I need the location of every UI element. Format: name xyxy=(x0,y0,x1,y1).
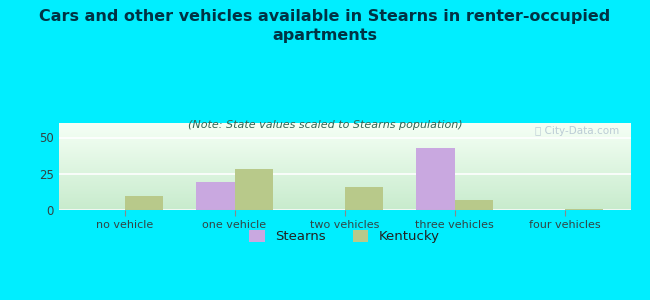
Bar xyxy=(58,192,630,193)
Bar xyxy=(58,143,630,144)
Bar xyxy=(58,157,630,158)
Bar xyxy=(58,195,630,196)
Bar xyxy=(58,203,630,204)
Bar xyxy=(58,167,630,168)
Bar xyxy=(58,131,630,132)
Bar xyxy=(58,187,630,188)
Text: ⓘ City-Data.com: ⓘ City-Data.com xyxy=(535,126,619,136)
Bar xyxy=(196,182,235,210)
Bar xyxy=(235,169,273,210)
Bar xyxy=(58,165,630,166)
Bar xyxy=(58,162,630,163)
Bar xyxy=(58,178,630,179)
Bar xyxy=(58,171,630,172)
Bar xyxy=(58,180,630,181)
Bar xyxy=(58,209,630,210)
Bar xyxy=(564,208,603,210)
Bar xyxy=(58,132,630,133)
Bar xyxy=(58,125,630,126)
Bar xyxy=(58,185,630,186)
Text: (Note: State values scaled to Stearns population): (Note: State values scaled to Stearns po… xyxy=(188,120,462,130)
Bar xyxy=(58,207,630,208)
Bar xyxy=(58,163,630,164)
Bar xyxy=(58,173,630,174)
Bar xyxy=(58,206,630,207)
Bar xyxy=(58,140,630,141)
Bar xyxy=(58,148,630,149)
Bar xyxy=(58,196,630,197)
Bar xyxy=(58,181,630,182)
Bar xyxy=(58,190,630,191)
Bar xyxy=(58,164,630,165)
Bar xyxy=(58,128,630,129)
Bar xyxy=(58,154,630,155)
Bar xyxy=(454,200,493,210)
Bar xyxy=(58,183,630,184)
Bar xyxy=(58,141,630,142)
Bar xyxy=(344,187,383,210)
Legend: Stearns, Kentucky: Stearns, Kentucky xyxy=(244,225,445,249)
Bar xyxy=(58,170,630,171)
Bar xyxy=(58,161,630,162)
Bar xyxy=(58,127,630,128)
Bar xyxy=(58,189,630,190)
Bar xyxy=(58,199,630,200)
Bar xyxy=(416,148,454,210)
Bar xyxy=(58,130,630,131)
Bar xyxy=(58,133,630,134)
Bar xyxy=(58,138,630,139)
Bar xyxy=(58,137,630,138)
Text: Cars and other vehicles available in Stearns in renter-occupied
apartments: Cars and other vehicles available in Ste… xyxy=(40,9,610,43)
Bar xyxy=(58,182,630,183)
Bar xyxy=(125,196,163,210)
Bar xyxy=(58,186,630,187)
Bar xyxy=(58,155,630,156)
Bar xyxy=(58,197,630,198)
Bar xyxy=(58,136,630,137)
Bar xyxy=(58,198,630,199)
Bar xyxy=(58,194,630,195)
Bar xyxy=(58,179,630,180)
Bar xyxy=(58,147,630,148)
Bar xyxy=(58,172,630,173)
Bar xyxy=(58,201,630,202)
Bar xyxy=(58,188,630,189)
Bar xyxy=(58,139,630,140)
Bar xyxy=(58,204,630,205)
Bar xyxy=(58,175,630,176)
Bar xyxy=(58,150,630,151)
Bar xyxy=(58,152,630,153)
Bar xyxy=(58,174,630,175)
Bar xyxy=(58,160,630,161)
Bar xyxy=(58,176,630,177)
Bar xyxy=(58,156,630,157)
Bar xyxy=(58,159,630,160)
Bar xyxy=(58,168,630,169)
Bar xyxy=(58,124,630,125)
Bar xyxy=(58,184,630,185)
Bar xyxy=(58,208,630,209)
Bar xyxy=(58,144,630,145)
Bar xyxy=(58,200,630,201)
Bar xyxy=(58,142,630,143)
Bar xyxy=(58,158,630,159)
Bar xyxy=(58,123,630,124)
Bar xyxy=(58,145,630,146)
Bar xyxy=(58,193,630,194)
Bar xyxy=(58,205,630,206)
Bar xyxy=(58,135,630,136)
Bar xyxy=(58,202,630,203)
Bar xyxy=(58,126,630,127)
Bar xyxy=(58,134,630,135)
Bar xyxy=(58,149,630,150)
Bar xyxy=(58,169,630,170)
Bar xyxy=(58,129,630,130)
Bar xyxy=(58,151,630,152)
Bar xyxy=(58,146,630,147)
Bar xyxy=(58,177,630,178)
Bar xyxy=(58,169,630,170)
Bar xyxy=(58,191,630,192)
